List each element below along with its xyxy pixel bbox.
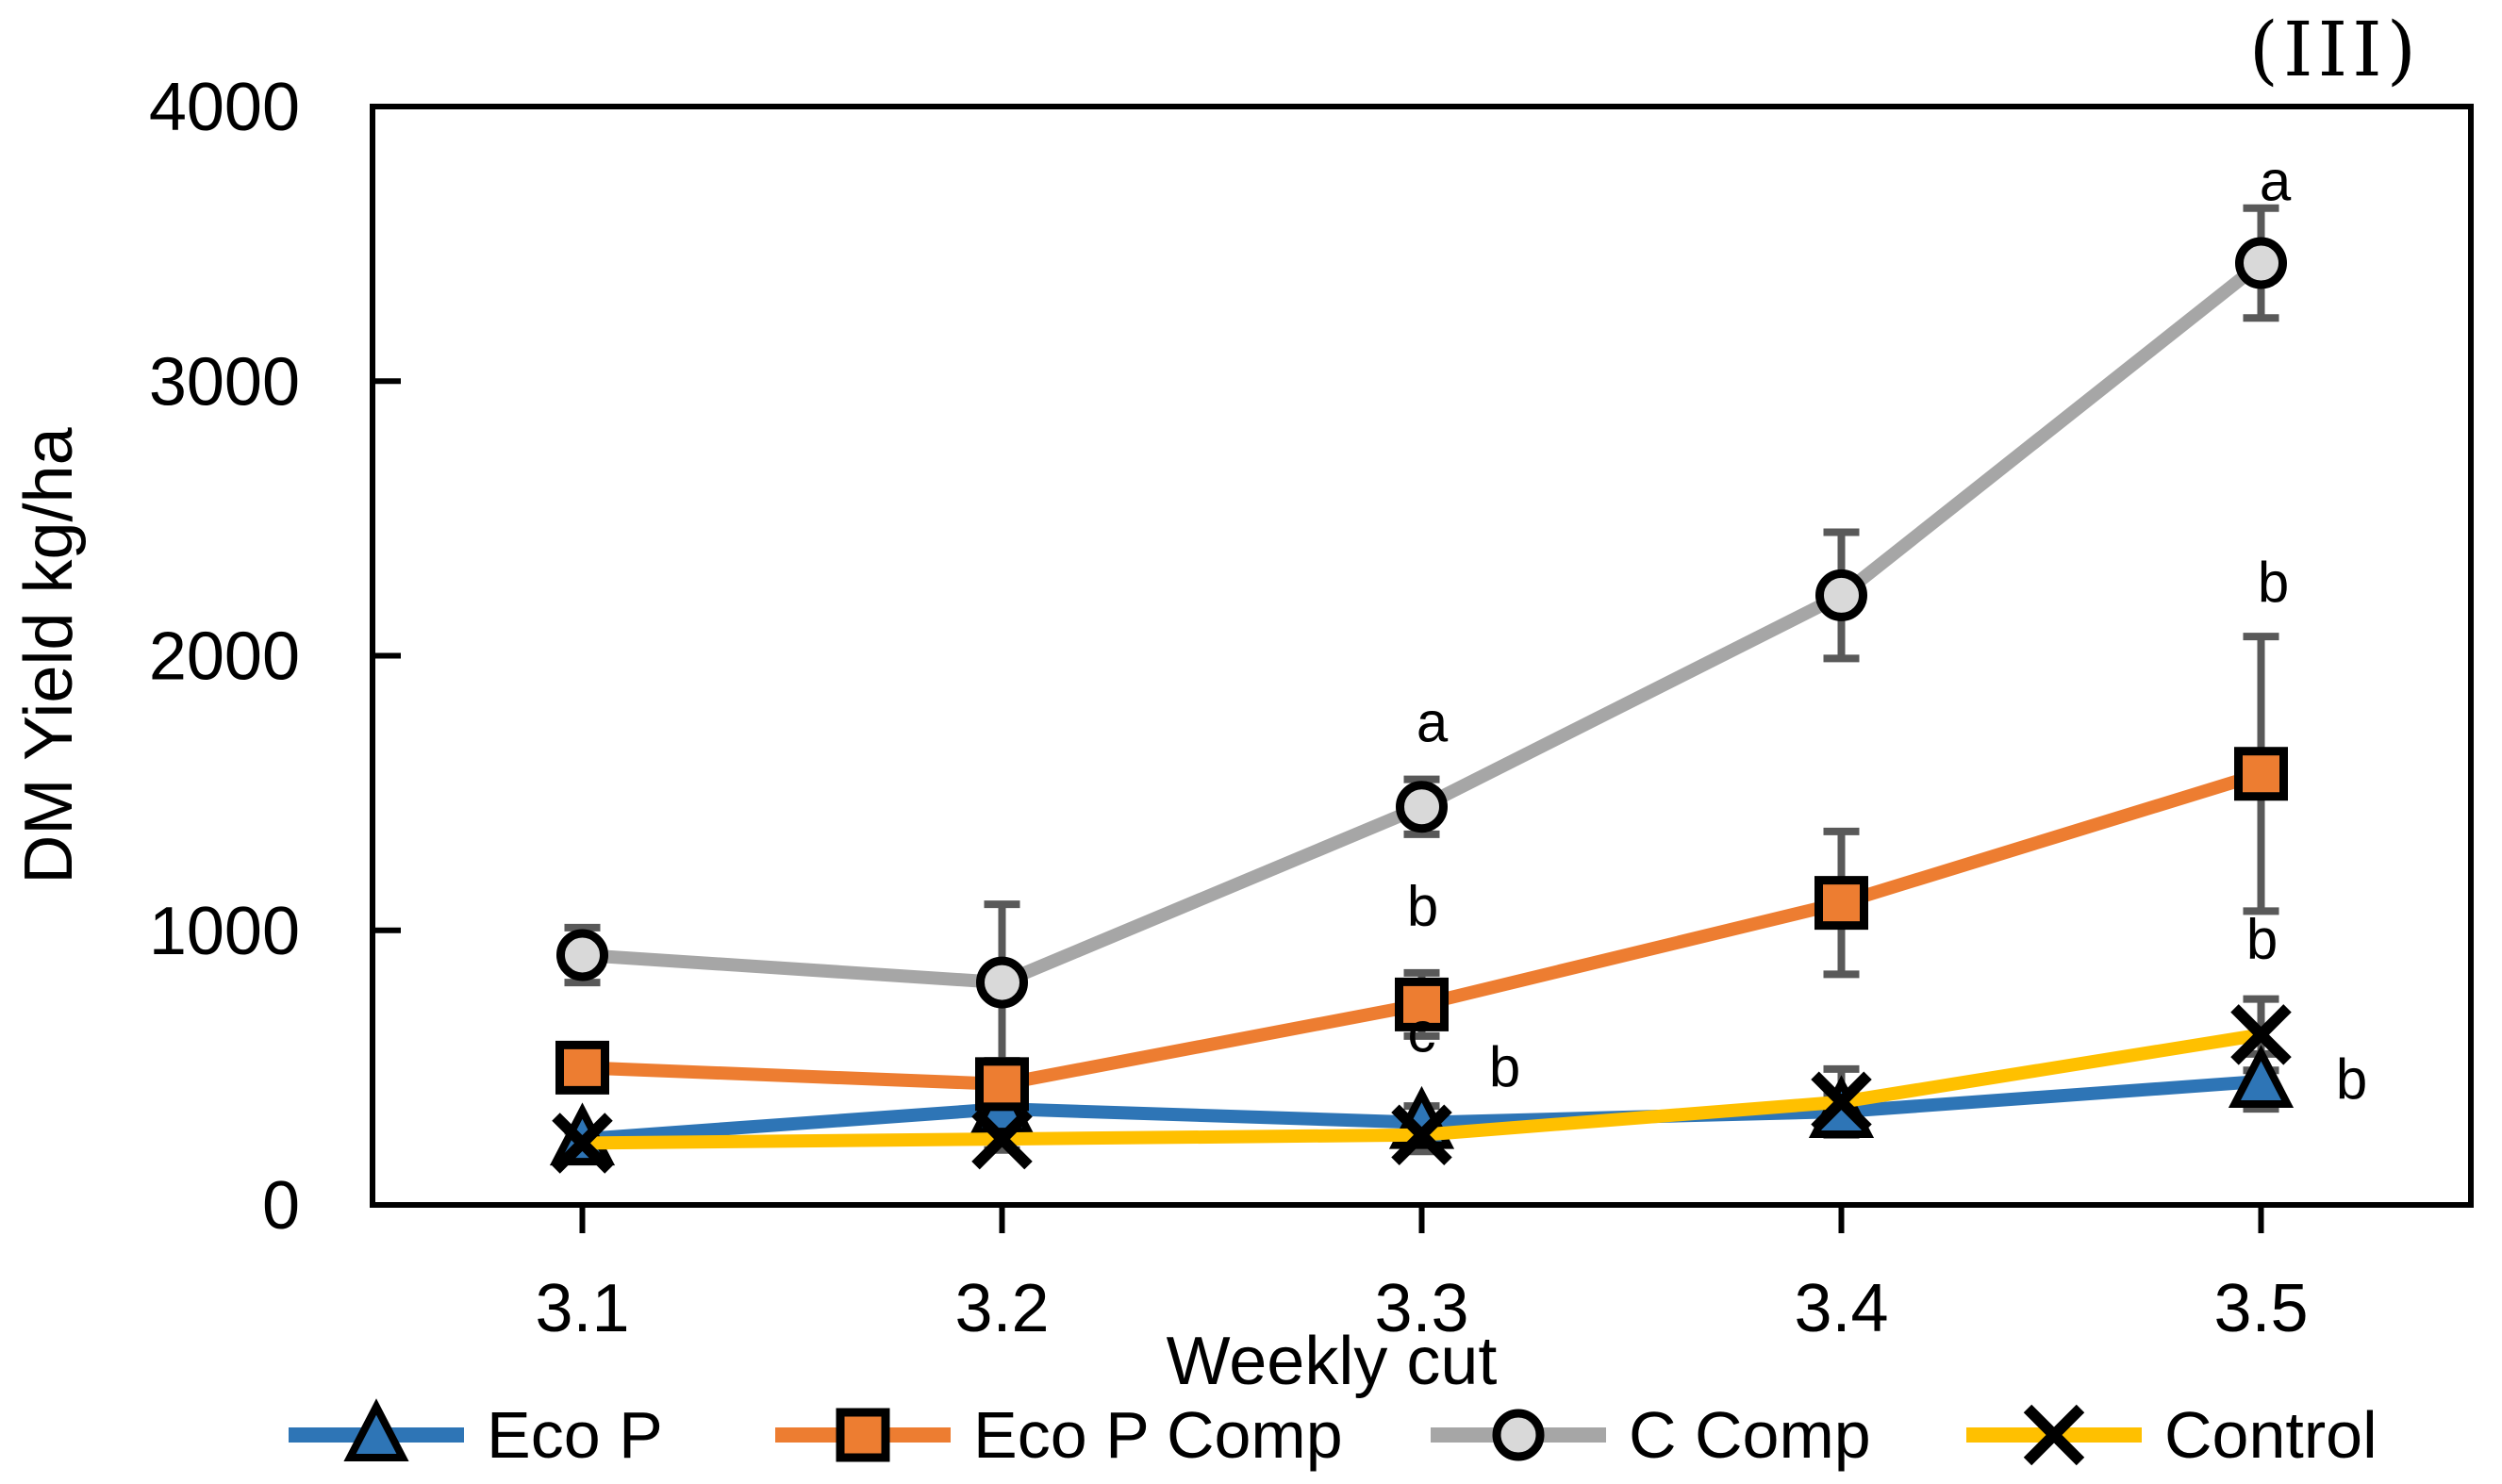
annotation-letter: a bbox=[2260, 150, 2292, 213]
triangle-marker bbox=[2228, 1045, 2295, 1108]
x-marker bbox=[2023, 1404, 2085, 1466]
x-marker bbox=[1811, 1071, 1872, 1133]
circle-marker bbox=[1396, 781, 1448, 833]
x-marker bbox=[1391, 1104, 1452, 1165]
legend-label: Control bbox=[2164, 1398, 2378, 1472]
legend-label: Eco P bbox=[487, 1398, 663, 1472]
annotation-letter: b bbox=[1407, 875, 1438, 938]
triangle-marker bbox=[343, 1398, 409, 1461]
legend-item-control: Control bbox=[1966, 1398, 2378, 1472]
annotation-letter: b bbox=[2336, 1047, 2367, 1111]
x-axis-tick-label: 3.1 bbox=[535, 1271, 629, 1346]
y-axis-tick-label: 2000 bbox=[149, 619, 300, 695]
legend-item-eco-p: Eco P bbox=[289, 1398, 663, 1472]
y-axis-tick-label: 3000 bbox=[149, 344, 300, 420]
series-control bbox=[552, 1004, 2292, 1174]
annotation-letter: c bbox=[1408, 1001, 1436, 1064]
circle-marker bbox=[556, 929, 608, 981]
square-marker bbox=[2234, 747, 2288, 801]
annotation-letter: a bbox=[1417, 690, 1449, 753]
y-axis-tick-label: 1000 bbox=[149, 894, 300, 969]
square-marker bbox=[975, 1057, 1029, 1112]
annotation-letter: b bbox=[1489, 1035, 1520, 1098]
annotation-letter: b bbox=[2246, 907, 2278, 970]
circle-marker bbox=[1492, 1409, 1545, 1461]
x-axis-tick-label: 3.5 bbox=[2213, 1271, 2308, 1346]
x-axis-tick-label: 3.2 bbox=[954, 1271, 1049, 1346]
annotation-letter: b bbox=[2258, 551, 2289, 614]
x-axis-title: Weekly cut bbox=[1167, 1324, 1498, 1399]
series-eco-p-comp bbox=[555, 747, 2288, 1112]
x-marker bbox=[2230, 1004, 2292, 1065]
legend: Eco P Eco P Comp C Comp Control bbox=[289, 1398, 2378, 1472]
series-c-comp bbox=[556, 237, 2287, 1009]
square-marker bbox=[1395, 977, 1449, 1031]
y-axis-tick-label: 0 bbox=[262, 1168, 300, 1244]
x-axis-tick-label: 3.3 bbox=[1374, 1271, 1468, 1346]
x-marker bbox=[552, 1113, 613, 1174]
figure-tag: (III) bbox=[2248, 6, 2421, 93]
legend-item-eco-p-comp: Eco P Comp bbox=[775, 1398, 1343, 1472]
square-marker bbox=[836, 1408, 890, 1462]
square-marker bbox=[555, 1040, 609, 1095]
y-axis-tick-label: 4000 bbox=[149, 70, 300, 145]
circle-marker bbox=[2235, 237, 2287, 289]
x-marker bbox=[971, 1108, 1033, 1170]
square-marker bbox=[1814, 876, 1868, 931]
circle-marker bbox=[1815, 569, 1867, 621]
axes: 0 1000 2000 3000 4000 3.1 3.2 3.3 3.4 3.5 DM Yield… bbox=[11, 70, 2474, 1399]
circle-marker bbox=[976, 956, 1028, 1009]
x-axis-tick-label: 3.4 bbox=[1794, 1271, 1888, 1346]
legend-label: Eco P Comp bbox=[973, 1398, 1343, 1472]
legend-label: C Comp bbox=[1629, 1398, 1871, 1472]
y-axis-title: DM Yield kg/ha bbox=[11, 426, 87, 883]
legend-item-c-comp: C Comp bbox=[1431, 1398, 1871, 1472]
